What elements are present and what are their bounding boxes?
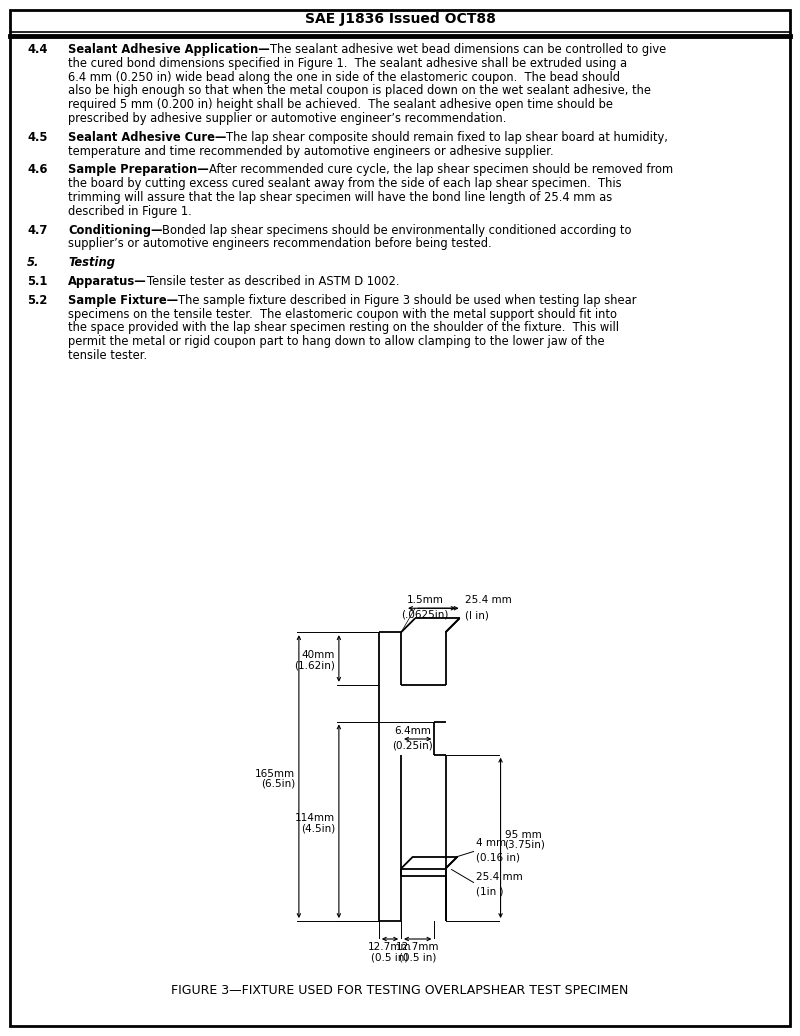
Text: trimming will assure that the lap shear specimen will have the bond line length : trimming will assure that the lap shear … xyxy=(68,191,612,204)
Text: 4 mm: 4 mm xyxy=(475,838,506,848)
Text: Sample Fixture—: Sample Fixture— xyxy=(68,294,178,307)
Text: 114mm: 114mm xyxy=(294,813,335,824)
Text: 1.5mm: 1.5mm xyxy=(406,596,443,605)
Text: tensile tester.: tensile tester. xyxy=(68,349,147,362)
Text: (0.25in): (0.25in) xyxy=(392,740,433,750)
Text: the space provided with the lap shear specimen resting on the shoulder of the fi: the space provided with the lap shear sp… xyxy=(68,321,619,335)
Text: 25.4 mm: 25.4 mm xyxy=(465,596,511,605)
Text: temperature and time recommended by automotive engineers or adhesive supplier.: temperature and time recommended by auto… xyxy=(68,145,554,157)
Text: 4.5: 4.5 xyxy=(27,131,47,144)
Text: 25.4 mm: 25.4 mm xyxy=(475,872,522,883)
Text: (1in ): (1in ) xyxy=(475,887,503,896)
Text: 4.6: 4.6 xyxy=(27,164,47,176)
Text: Tensile tester as described in ASTM D 1002.: Tensile tester as described in ASTM D 10… xyxy=(146,275,399,288)
Text: Bonded lap shear specimens should be environmentally conditioned according to: Bonded lap shear specimens should be env… xyxy=(162,224,632,236)
Text: 4.7: 4.7 xyxy=(27,224,47,236)
Text: Sealant Adhesive Cure—: Sealant Adhesive Cure— xyxy=(68,131,226,144)
Text: Sample Preparation—: Sample Preparation— xyxy=(68,164,209,176)
Text: 12.7mm: 12.7mm xyxy=(368,942,412,952)
Text: specimens on the tensile tester.  The elastomeric coupon with the metal support : specimens on the tensile tester. The ela… xyxy=(68,308,617,320)
Text: 165mm: 165mm xyxy=(254,769,295,779)
Text: Testing: Testing xyxy=(68,256,115,269)
Text: The sample fixture described in Figure 3 should be used when testing lap shear: The sample fixture described in Figure 3… xyxy=(178,294,637,307)
Text: The sealant adhesive wet bead dimensions can be controlled to give: The sealant adhesive wet bead dimensions… xyxy=(270,44,666,56)
Text: 5.1: 5.1 xyxy=(27,275,47,288)
Text: (3.75in): (3.75in) xyxy=(505,840,546,850)
Text: described in Figure 1.: described in Figure 1. xyxy=(68,205,192,218)
Text: 4.4: 4.4 xyxy=(27,44,47,56)
Text: (0.5 in): (0.5 in) xyxy=(371,952,409,962)
Text: prescribed by adhesive supplier or automotive engineer’s recommendation.: prescribed by adhesive supplier or autom… xyxy=(68,112,506,125)
Text: (4.5in): (4.5in) xyxy=(301,824,335,833)
Text: (0.16 in): (0.16 in) xyxy=(475,853,519,863)
Text: (0.5 in): (0.5 in) xyxy=(399,952,437,962)
Text: 5.2: 5.2 xyxy=(27,294,47,307)
Text: 6.4mm: 6.4mm xyxy=(394,726,431,736)
Text: After recommended cure cycle, the lap shear specimen should be removed from: After recommended cure cycle, the lap sh… xyxy=(209,164,673,176)
Text: Conditioning—: Conditioning— xyxy=(68,224,162,236)
Text: Sealant Adhesive Application—: Sealant Adhesive Application— xyxy=(68,44,270,56)
Text: required 5 mm (0.200 in) height shall be achieved.  The sealant adhesive open ti: required 5 mm (0.200 in) height shall be… xyxy=(68,98,613,111)
Text: (.0625in): (.0625in) xyxy=(401,609,449,620)
Text: The lap shear composite should remain fixed to lap shear board at humidity,: The lap shear composite should remain fi… xyxy=(226,131,668,144)
Text: permit the metal or rigid coupon part to hang down to allow clamping to the lowe: permit the metal or rigid coupon part to… xyxy=(68,336,605,348)
Text: 6.4 mm (0.250 in) wide bead along the one in side of the elastomeric coupon.  Th: 6.4 mm (0.250 in) wide bead along the on… xyxy=(68,70,620,84)
Text: 40mm: 40mm xyxy=(302,651,335,661)
Text: (6.5in): (6.5in) xyxy=(261,779,295,788)
Text: FIGURE 3—FIXTURE USED FOR TESTING OVERLAPSHEAR TEST SPECIMEN: FIGURE 3—FIXTURE USED FOR TESTING OVERLA… xyxy=(171,984,629,998)
Text: (I in): (I in) xyxy=(465,610,489,621)
Text: also be high enough so that when the metal coupon is placed down on the wet seal: also be high enough so that when the met… xyxy=(68,84,651,97)
Text: the cured bond dimensions specified in Figure 1.  The sealant adhesive shall be : the cured bond dimensions specified in F… xyxy=(68,57,627,69)
Text: 95 mm: 95 mm xyxy=(505,830,542,840)
Text: the board by cutting excess cured sealant away from the side of each lap shear s: the board by cutting excess cured sealan… xyxy=(68,177,622,191)
Text: (1.62in): (1.62in) xyxy=(294,661,335,670)
Text: SAE J1836 Issued OCT88: SAE J1836 Issued OCT88 xyxy=(305,12,495,26)
Text: 5.: 5. xyxy=(27,256,39,269)
Text: Apparatus—: Apparatus— xyxy=(68,275,146,288)
Text: supplier’s or automotive engineers recommendation before being tested.: supplier’s or automotive engineers recom… xyxy=(68,237,492,251)
Text: 12.7mm: 12.7mm xyxy=(396,942,439,952)
